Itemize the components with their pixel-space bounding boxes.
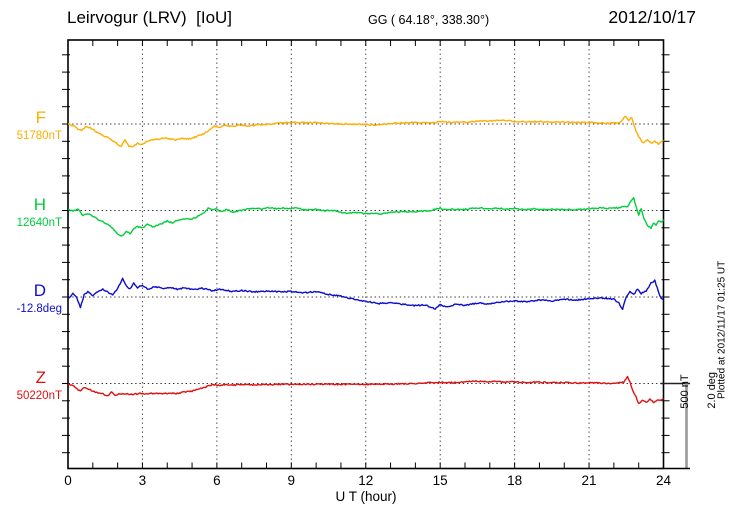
x-tick-label-3: 3: [138, 473, 147, 488]
channel-reference-value-D: -12.8deg: [16, 303, 62, 315]
x-tick-label-6: 6: [213, 473, 221, 488]
x-tick-label-0: 0: [64, 473, 72, 488]
x-tick-label-18: 18: [507, 473, 523, 488]
channel-letter-Z: Z: [35, 367, 46, 387]
channel-reference-value-F: 51780nT: [16, 130, 62, 142]
plot-date: 2012/10/17: [608, 7, 696, 27]
channel-letter-D: D: [33, 281, 46, 300]
channel-reference-value-H: 12640nT: [16, 216, 62, 229]
x-tick-label-12: 12: [358, 473, 374, 488]
trace-F: [67, 115, 664, 148]
x-tick-label-21: 21: [581, 473, 597, 488]
channel-letter-F: F: [35, 108, 46, 127]
scale-bar-nt: 500 nT: [679, 374, 692, 409]
page-title: Leirvogur (LRV) [IoU]: [67, 8, 233, 27]
x-tick-label-24: 24: [655, 473, 672, 488]
x-tick-label-9: 9: [287, 473, 296, 488]
x-tick-label-15: 15: [432, 473, 448, 488]
trace-D: [67, 277, 664, 311]
channel-reference-value-Z: 50220nT: [16, 389, 62, 402]
gg-coordinates-label: GG ( 64.18°, 338.30°): [368, 13, 490, 27]
channel-letter-H: H: [33, 194, 46, 214]
trace-Z: [67, 375, 665, 405]
trace-H: [67, 196, 665, 237]
x-axis-title: U T (hour): [335, 489, 397, 504]
